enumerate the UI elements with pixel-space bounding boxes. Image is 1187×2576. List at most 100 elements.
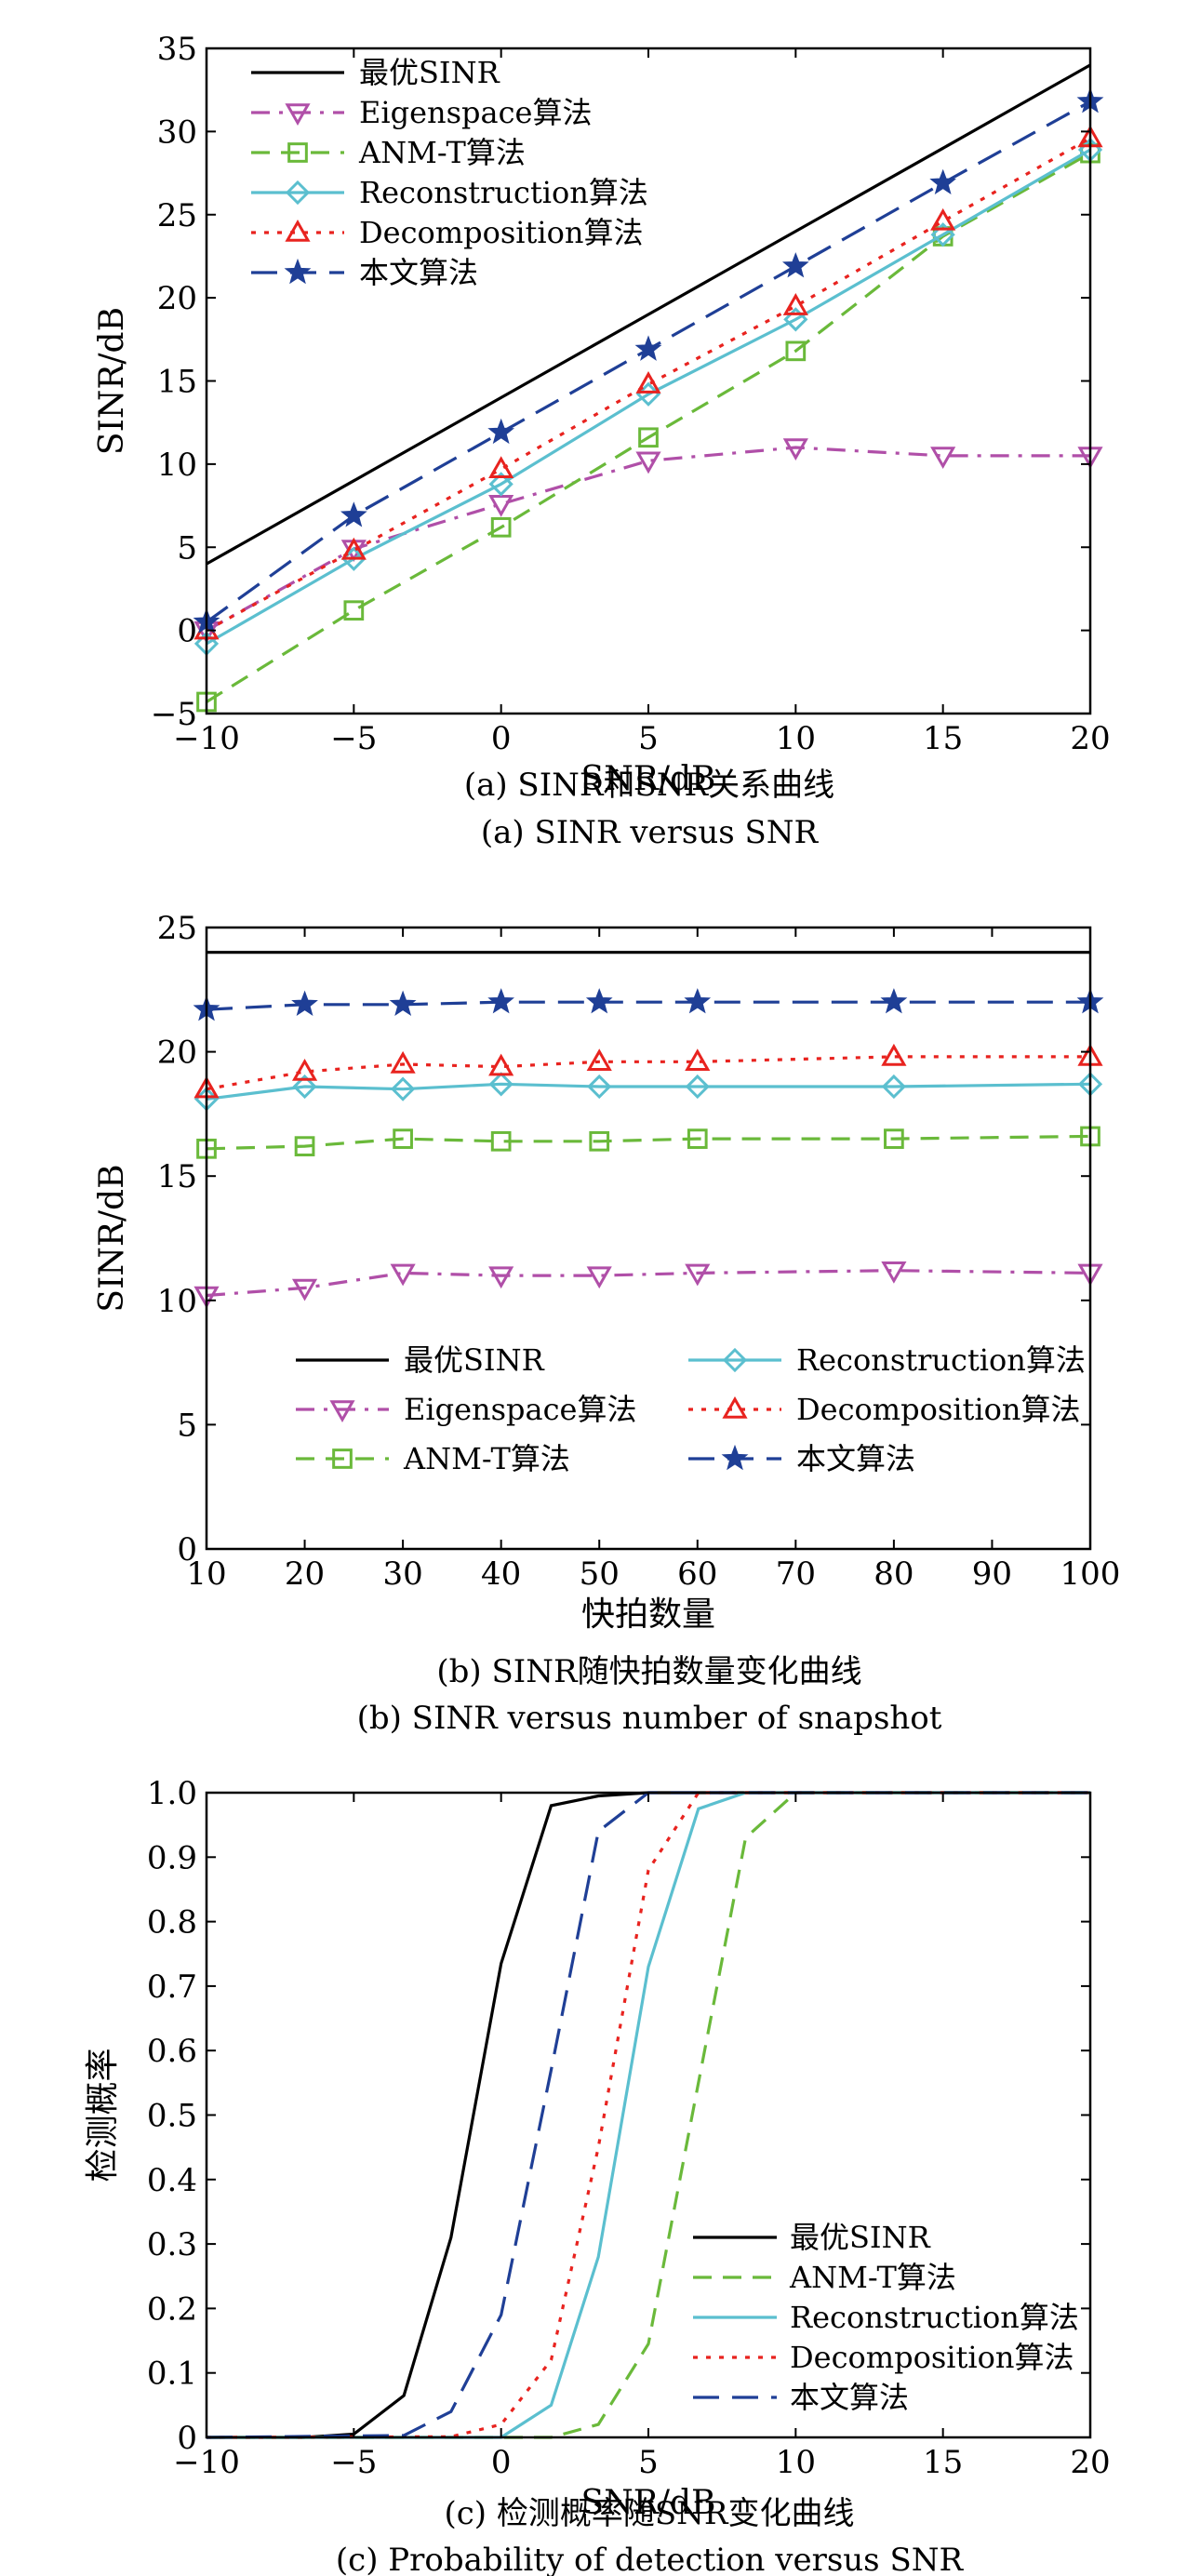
data-point-4-5 [930, 207, 956, 231]
legend-marker-3 [285, 180, 311, 206]
x-axis-label: SNR/dB [581, 760, 716, 798]
x-tick-label: 0 [491, 2444, 512, 2481]
data-point-3-2 [390, 1076, 416, 1101]
legend-label-2: Reconstruction算法 [790, 2300, 1079, 2335]
caption-cn: (a) SINR和SNR关系曲线 [464, 767, 834, 804]
data-point-5-5 [684, 988, 712, 1014]
x-tick-label: −10 [173, 720, 240, 757]
series-line-0 [206, 63, 1091, 566]
y-tick-label: 15 [157, 1158, 197, 1195]
plot-frame [205, 47, 1092, 715]
data-point-4-1 [340, 537, 367, 560]
legend-label-1: Eigenspace算法 [404, 1392, 636, 1427]
legend-label-4: Decomposition算法 [796, 1392, 1081, 1427]
x-tick-label: 10 [776, 720, 816, 757]
data-point-5-6 [880, 988, 908, 1014]
x-tick-label: 20 [1070, 720, 1110, 757]
y-tick-label: 1.0 [147, 1775, 197, 1812]
caption-en: (b) SINR versus number of snapshot [357, 1700, 942, 1737]
data-point-2-3 [638, 427, 659, 448]
data-point-1-2 [390, 1263, 416, 1287]
y-tick-label: 0.9 [147, 1839, 197, 1876]
y-tick-label: 35 [157, 31, 197, 68]
data-point-3-6 [881, 1074, 907, 1100]
legend-marker-4 [722, 1395, 748, 1419]
data-point-2-4 [785, 340, 807, 362]
x-axis-label: 快拍数量 [581, 1595, 715, 1634]
data-point-4-2 [390, 1050, 416, 1074]
legend-marker-3 [722, 1347, 748, 1373]
x-tick-label: −5 [330, 720, 377, 757]
data-point-1-1 [291, 1278, 318, 1301]
data-point-4-5 [685, 1048, 711, 1072]
data-point-4-3 [488, 1053, 514, 1076]
y-tick-label: 0.5 [147, 2098, 197, 2135]
x-tick-label: 70 [776, 1555, 816, 1593]
data-point-3-2 [488, 472, 513, 497]
data-point-3-4 [783, 307, 808, 332]
series-line-4 [206, 1055, 1090, 1091]
legend-label-0: 最优SINR [790, 2220, 931, 2255]
y-tick-label: 0.7 [147, 1969, 197, 2006]
data-point-2-6 [884, 1128, 904, 1149]
legend-marker-2 [332, 1448, 353, 1469]
data-point-2-2 [490, 516, 512, 538]
legend-label-3: Reconstruction算法 [796, 1342, 1086, 1378]
y-tick-label: 0.3 [147, 2226, 197, 2263]
data-point-2-1 [294, 1136, 315, 1156]
y-tick-label: 5 [177, 529, 197, 567]
y-tick-label: 20 [157, 280, 197, 317]
data-point-4-2 [488, 456, 514, 478]
legend-label-2: ANM-T算法 [358, 135, 526, 170]
legend-marker-4 [285, 219, 311, 242]
data-point-4-4 [586, 1048, 612, 1072]
x-tick-label: 10 [776, 2444, 816, 2481]
legend-label-3: Decomposition算法 [790, 2340, 1074, 2375]
x-tick-label: 15 [923, 2444, 963, 2481]
data-point-3-4 [587, 1074, 612, 1100]
data-point-3-5 [685, 1074, 710, 1100]
y-tick-label: 0.4 [147, 2162, 197, 2199]
data-point-1-4 [586, 1266, 612, 1289]
y-tick-label: 0.8 [147, 1904, 197, 1942]
data-point-5-2 [389, 990, 417, 1017]
x-tick-label: 20 [285, 1555, 325, 1593]
data-point-2-1 [343, 600, 365, 621]
series-line-5 [206, 100, 1091, 623]
series-line-2 [206, 1134, 1091, 1151]
data-point-3-3 [488, 1072, 513, 1097]
legend-label-0: 最优SINR [404, 1342, 545, 1378]
y-tick-label: 10 [157, 1283, 197, 1320]
x-tick-label: 50 [580, 1555, 620, 1593]
series-line-5 [206, 1000, 1090, 1011]
legend-label-1: ANM-T算法 [789, 2260, 956, 2295]
chart-a-sinr-vs-snr: −10 −5 0 5 10 15 20−505101520253035SNR/dBSINR/… [93, 31, 1111, 851]
series-line-3 [206, 1791, 1090, 2439]
x-tick-label: 40 [481, 1555, 521, 1593]
data-point-2-2 [393, 1128, 413, 1149]
data-point-2-3 [490, 1130, 512, 1152]
y-tick-label: 25 [157, 910, 197, 947]
y-tick-label: 0 [177, 2420, 197, 2457]
y-tick-label: 0.1 [147, 2356, 197, 2393]
y-tick-label: 0 [177, 613, 197, 650]
x-tick-label: 20 [1070, 2444, 1110, 2481]
data-point-5-4 [782, 252, 809, 278]
series-line-1 [206, 1269, 1091, 1298]
legend-label-4: Decomposition算法 [359, 215, 644, 250]
data-point-2-5 [687, 1128, 708, 1149]
x-tick-label: −10 [173, 2444, 240, 2481]
data-point-5-1 [291, 990, 318, 1017]
legend-marker-5 [284, 258, 312, 285]
series-line-3 [206, 148, 1091, 646]
data-point-1-3 [488, 1266, 514, 1289]
data-point-5-4 [585, 988, 613, 1014]
legend-label-4: 本文算法 [790, 2380, 909, 2415]
legend-label-2: ANM-T算法 [403, 1441, 570, 1476]
legend-label-5: 本文算法 [796, 1441, 915, 1476]
data-point-4-4 [782, 293, 808, 315]
legend-label-1: Eigenspace算法 [359, 95, 592, 130]
legend-label-0: 最优SINR [359, 55, 500, 90]
data-point-3-5 [930, 222, 955, 247]
x-tick-label: 15 [923, 720, 963, 757]
